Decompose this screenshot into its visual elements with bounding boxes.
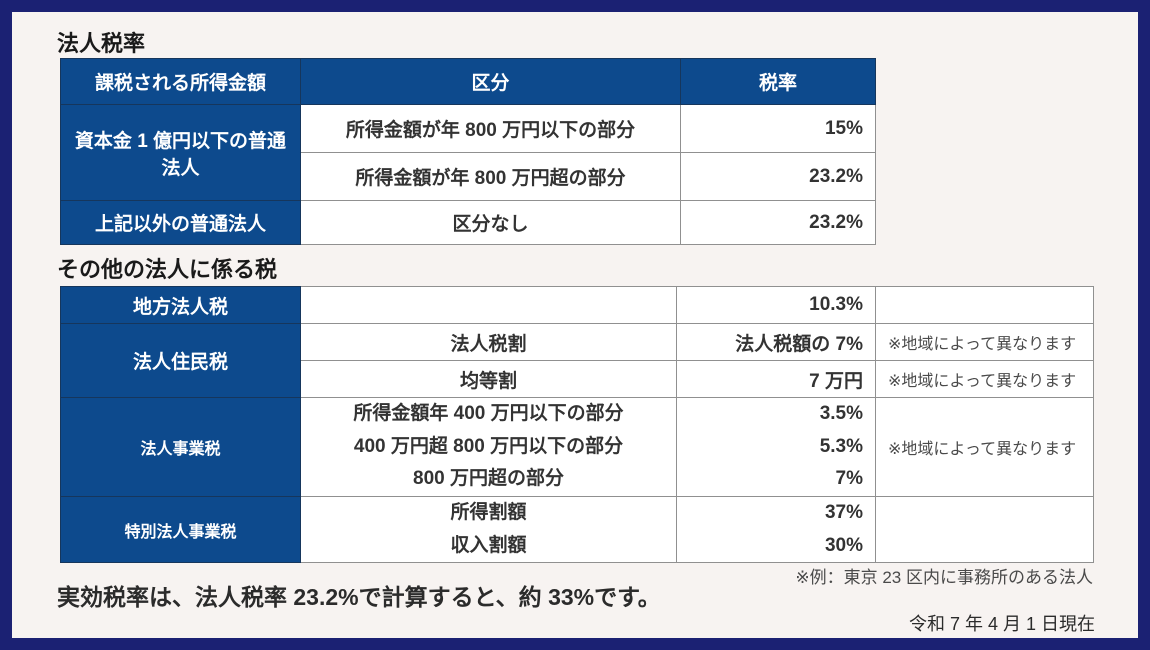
effective-rate-statement: 実効税率は、法人税率 23.2%で計算すると、約 33%です。 [57,584,661,610]
corporate-tax-title: 法人税率 [57,31,146,56]
cell-division-special-levies: 所得割額 収入割額 [300,496,677,564]
cell-division-over-8m: 所得金額が年 800 万円超の部分 [300,152,681,201]
corporate-tax-header-row: 課税される所得金額 区分 税率 [60,58,876,105]
tokyo-example-footnote: ※例：東京 23 区内に事務所のある法人 [795,568,1093,587]
cell-note-empty [875,286,1094,324]
cell-division-none: 区分なし [300,200,681,245]
cell-note-region-b: ※地域によって異なります [875,360,1094,398]
table-row: 法人事業税 所得金額年 400 万円以下の部分 400 万円超 800 万円以下… [60,396,1094,498]
cell-rate-232-a: 23.2% [680,152,876,201]
cell-category-other-corp: 上記以外の普通法人 [60,200,301,245]
cell-note-empty-b [875,496,1094,564]
table-row: 特別法人事業税 所得割額 収入割額 37% 30% [60,496,1094,564]
cell-note-region-c: ※地域によって異なります [875,396,1094,498]
cell-division-equal-levy: 均等割 [300,360,677,398]
cell-rate-enterprise-brackets: 3.5% 5.3% 7% [676,396,876,498]
cell-division-corporate-levy: 法人税割 [300,323,677,361]
table-row: 上記以外の普通法人 区分なし 23.2% [60,200,876,245]
cell-division-enterprise-brackets: 所得金額年 400 万円以下の部分 400 万円超 800 万円以下の部分 80… [300,396,677,498]
other-taxes-title: その他の法人に係る税 [57,257,278,282]
cell-rate-special-levies: 37% 30% [676,496,876,564]
cell-tax-local-corporate: 地方法人税 [60,286,301,324]
other-tax-table: 地方法人税 10.3% 法人住民税 法人税割 法人税額の 7% ※地域によって異… [60,286,1094,564]
cell-tax-special-enterprise: 特別法人事業税 [60,496,301,564]
header-taxable-income: 課税される所得金額 [60,58,301,105]
table-row: 均等割 7 万円 ※地域によって異なります [61,360,1094,398]
cell-note-region-a: ※地域によって異なります [875,323,1094,361]
cell-tax-inhabitant: 法人住民税 [60,323,301,398]
cell-tax-enterprise: 法人事業税 [60,396,301,498]
cell-category-small-corp: 資本金 1 億円以下の普通法人 [60,104,301,201]
cell-rate-232-b: 23.2% [680,200,876,245]
corporate-tax-table: 課税される所得金額 区分 税率 資本金 1 億円以下の普通法人 所得金額が年 8… [60,58,876,245]
cell-rate-103: 10.3% [676,286,876,324]
table-row: 法人住民税 法人税割 法人税額の 7% ※地域によって異なります [60,323,1094,398]
page-canvas: 法人税率 課税される所得金額 区分 税率 資本金 1 億円以下の普通法人 所得金… [12,12,1138,638]
table-row: 地方法人税 10.3% [60,286,1094,324]
cell-division-empty [300,286,677,324]
cell-rate-7pct-of-tax: 法人税額の 7% [676,323,876,361]
table-row: 資本金 1 億円以下の普通法人 所得金額が年 800 万円以下の部分 15% [60,104,876,201]
cell-division-under-8m: 所得金額が年 800 万円以下の部分 [300,104,681,153]
header-division: 区分 [300,58,681,105]
table-row: 所得金額が年 800 万円超の部分 23.2% [61,152,876,201]
cell-rate-70k-yen: 7 万円 [676,360,876,398]
cell-rate-15: 15% [680,104,876,153]
as-of-date: 令和 7 年 4 月 1 日現在 [908,614,1095,634]
header-rate: 税率 [680,58,876,105]
